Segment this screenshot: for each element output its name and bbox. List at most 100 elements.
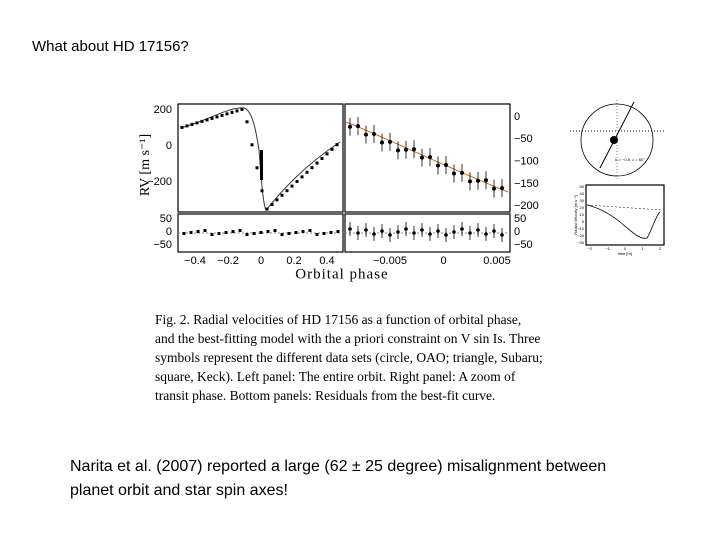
point [260, 165, 263, 168]
point [380, 229, 384, 233]
point [428, 155, 432, 160]
caption-line: Fig. 2. Radial velocities of HD 17156 as… [155, 312, 521, 327]
y-tick-label: 0 [166, 226, 172, 238]
point [238, 229, 242, 232]
right-main-frame [344, 103, 511, 213]
point [412, 147, 416, 152]
y-tick-label: −100 [514, 156, 539, 168]
y-tick-label: −50 [514, 133, 533, 145]
point [452, 230, 456, 234]
y-tick-label: −150 [514, 178, 539, 190]
y-tick-label: 0 [166, 140, 172, 152]
point [476, 178, 480, 183]
y-tick-label: −50 [153, 239, 172, 251]
point [301, 230, 305, 233]
point [444, 233, 448, 237]
point [500, 186, 504, 191]
point [245, 120, 249, 124]
data-points [180, 107, 504, 242]
point [364, 132, 368, 137]
point [230, 110, 234, 114]
point [372, 132, 376, 137]
body-text: Narita et al. (2007) reported a large (6… [70, 458, 606, 499]
y-tick-label: 0 [514, 226, 520, 238]
figure: RV [m s⁻¹] Orbital phase 2000−200500−50−… [138, 103, 662, 282]
point [225, 112, 229, 116]
left-main-frame [177, 103, 344, 213]
inset-frame [585, 184, 665, 246]
y-tick-label: 20 [580, 205, 585, 210]
point [260, 150, 263, 153]
point [294, 231, 298, 234]
point [180, 125, 184, 129]
y-tick-label: −10 [577, 226, 585, 231]
point [468, 231, 472, 235]
geometry-label: b = −0.5, λ = 60° [615, 157, 645, 162]
y-tick-label: 200 [154, 104, 172, 116]
caption-line: symbols represent the different data set… [155, 350, 543, 365]
point [273, 229, 277, 232]
point [270, 202, 274, 206]
point [335, 143, 339, 147]
y-tick-label: −200 [514, 200, 539, 212]
x-tick-label: 2 [659, 246, 662, 251]
point [189, 231, 193, 234]
point [196, 230, 200, 233]
x-tick-label: −0.4 [184, 255, 206, 267]
point [215, 115, 219, 119]
point [224, 231, 228, 234]
point [468, 179, 472, 184]
point [396, 230, 400, 234]
point [240, 107, 244, 111]
point [356, 124, 360, 129]
point [305, 170, 309, 174]
point [380, 140, 384, 145]
y-tick-label: 30 [580, 198, 585, 203]
y-tick-label: 40 [580, 191, 585, 196]
x-tick-label: 0 [258, 255, 264, 267]
y-tick-label: −50 [514, 239, 533, 251]
point [260, 177, 263, 180]
caption-line: transit phase. Bottom panels: Residuals … [155, 388, 495, 403]
y-tick-label: −30 [577, 240, 585, 245]
point [231, 230, 235, 233]
point [500, 233, 504, 237]
point [484, 232, 488, 236]
point [290, 184, 294, 188]
point [287, 232, 291, 235]
point [217, 232, 221, 235]
point [420, 228, 424, 232]
point [200, 119, 204, 123]
y-axis-label: RV [m s⁻¹] [138, 134, 153, 196]
point [388, 233, 392, 237]
point [260, 174, 263, 177]
point [295, 179, 299, 183]
point [315, 161, 319, 165]
point [190, 122, 194, 126]
point [460, 170, 464, 175]
point [460, 227, 464, 231]
point [308, 229, 312, 232]
x-tick-label: 0.4 [319, 255, 334, 267]
x-tick-label: 1 [641, 246, 644, 251]
point [205, 118, 209, 122]
point [235, 109, 239, 113]
point [404, 147, 408, 152]
point [436, 229, 440, 233]
x-axis-label: Orbital phase [295, 266, 388, 282]
point [322, 232, 326, 235]
point [336, 230, 340, 233]
point [255, 166, 259, 170]
point [484, 178, 488, 183]
point [260, 162, 263, 165]
point [348, 124, 352, 129]
planet [610, 136, 618, 144]
point [250, 143, 254, 147]
x-tick-label: 0 [624, 246, 627, 251]
point [492, 229, 496, 233]
point [325, 152, 329, 156]
point [260, 153, 263, 156]
point [203, 229, 207, 232]
point [428, 232, 432, 236]
